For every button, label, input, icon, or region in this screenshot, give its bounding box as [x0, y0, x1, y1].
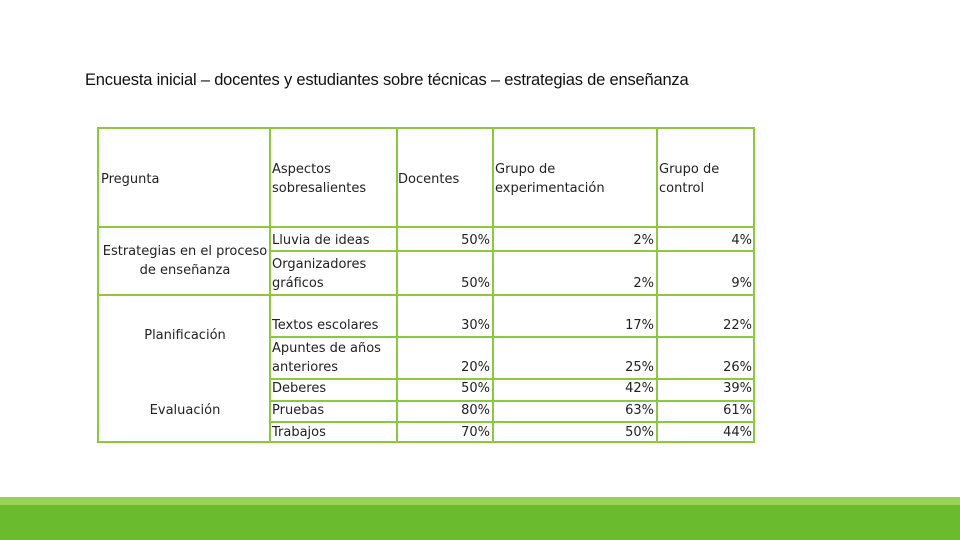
experimentacion-value: 2%	[633, 233, 654, 248]
control-value: 4%	[731, 233, 752, 248]
page-title: Encuesta inicial – docentes y estudiante…	[85, 71, 689, 89]
header-grupo-exp-line1: Grupo de	[495, 162, 556, 177]
header-pregunta: Pregunta	[101, 172, 160, 187]
control-value: 26%	[723, 360, 752, 375]
aspect-label: Pruebas	[272, 403, 325, 418]
table-divider	[269, 421, 755, 423]
table-divider	[269, 336, 755, 338]
table-divider	[97, 294, 755, 296]
experimentacion-value: 25%	[625, 360, 654, 375]
experimentacion-value: 2%	[633, 276, 654, 291]
table-divider	[269, 127, 271, 443]
control-value: 39%	[723, 381, 752, 396]
docentes-value: 50%	[461, 381, 490, 396]
table-divider	[269, 250, 755, 252]
table-divider	[97, 226, 755, 228]
table-divider	[269, 378, 755, 380]
category-planificacion: Planificación	[144, 328, 226, 343]
aspect-label: Textos escolares	[272, 318, 379, 333]
aspect-label: gráficos	[272, 276, 324, 291]
category-estrategias-line2: de enseñanza	[139, 263, 231, 278]
control-value: 9%	[731, 276, 752, 291]
aspect-label: Trabajos	[272, 425, 326, 440]
docentes-value: 80%	[461, 403, 490, 418]
experimentacion-value: 42%	[625, 381, 654, 396]
control-value: 61%	[723, 403, 752, 418]
docentes-value: 70%	[461, 425, 490, 440]
table-border-left	[97, 127, 99, 443]
survey-table: Pregunta Aspectos sobresalientes Docente…	[97, 127, 755, 443]
aspect-label: Deberes	[272, 381, 327, 396]
header-docentes: Docentes	[398, 172, 460, 187]
control-value: 22%	[723, 318, 752, 333]
table-divider	[656, 127, 658, 443]
footer-bar	[0, 505, 960, 540]
table-border-right	[753, 127, 755, 443]
header-aspectos-line1: Aspectos	[272, 162, 331, 177]
category-evaluacion: Evaluación	[149, 403, 221, 418]
aspect-label: Organizadores	[272, 257, 367, 272]
footer-accent-line	[0, 497, 960, 505]
header-aspectos-line2: sobresalientes	[272, 181, 367, 196]
table-divider	[396, 127, 398, 443]
experimentacion-value: 50%	[625, 425, 654, 440]
docentes-value: 20%	[461, 360, 490, 375]
aspect-label: Apuntes de años	[272, 341, 381, 356]
table-divider	[492, 127, 494, 443]
control-value: 44%	[723, 425, 752, 440]
header-grupo-ctrl-line2: control	[659, 181, 705, 196]
aspect-label: anteriores	[272, 360, 339, 375]
docentes-value: 50%	[461, 233, 490, 248]
table-border-top	[97, 127, 755, 129]
table-border-bottom	[97, 441, 755, 443]
aspect-label: Lluvia de ideas	[272, 233, 370, 248]
docentes-value: 30%	[461, 318, 490, 333]
docentes-value: 50%	[461, 276, 490, 291]
experimentacion-value: 63%	[625, 403, 654, 418]
header-grupo-exp-line2: experimentación	[495, 181, 605, 196]
experimentacion-value: 17%	[625, 318, 654, 333]
header-grupo-ctrl-line1: Grupo de	[659, 162, 720, 177]
category-estrategias-line1: Estrategias en el proceso	[102, 244, 268, 259]
table-divider	[269, 400, 755, 402]
